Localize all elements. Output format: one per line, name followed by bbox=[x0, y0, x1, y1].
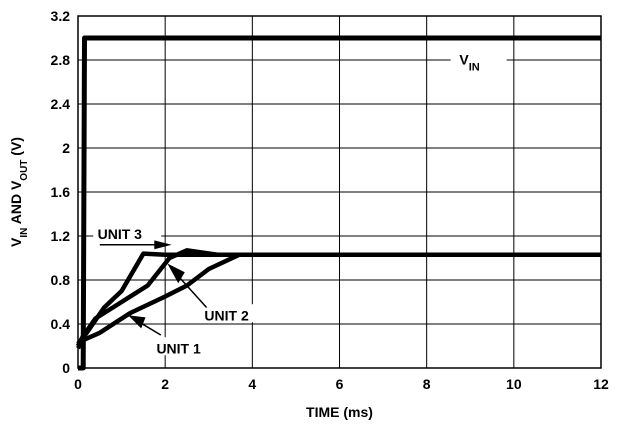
unit3-arrowhead bbox=[154, 240, 172, 250]
y-tick-label: 1.6 bbox=[51, 184, 71, 200]
x-tick-label: 10 bbox=[506, 376, 522, 392]
unit1-label: UNIT 1 bbox=[156, 341, 201, 357]
grid-layer bbox=[78, 16, 601, 368]
vin-label: VIN bbox=[459, 51, 479, 73]
x-tick-label: 2 bbox=[161, 376, 169, 392]
unit3-label-bg bbox=[93, 221, 162, 240]
unit2-label: UNIT 2 bbox=[204, 308, 249, 324]
series-line-1 bbox=[76, 252, 601, 350]
x-tick-label: 4 bbox=[248, 376, 256, 392]
x-tick-label: 8 bbox=[423, 376, 431, 392]
y-tick-label: 0.4 bbox=[51, 316, 71, 332]
y-tick-label: 0.8 bbox=[51, 272, 71, 288]
y-tick-label: 3.2 bbox=[51, 8, 71, 24]
plot-frame bbox=[77, 15, 602, 369]
y-axis-title: VIN AND VOUT (V) bbox=[8, 137, 30, 247]
y-tick-label: 2.4 bbox=[51, 96, 71, 112]
unit1-label-bg bbox=[152, 337, 223, 356]
x-tick-label: 0 bbox=[74, 376, 82, 392]
unit2-arrowhead bbox=[167, 263, 185, 284]
x-tick-labels: 0 2 4 6 8 10 12 bbox=[74, 376, 609, 392]
x-axis-title: TIME (ms) bbox=[306, 404, 373, 420]
unit2-label-bg bbox=[200, 304, 271, 323]
y-tick-labels: 0 0.4 0.8 1.2 1.6 2 2.4 2.8 3.2 bbox=[51, 8, 71, 376]
y-tick-label: 2.8 bbox=[51, 52, 71, 68]
y-tick-label: 1.2 bbox=[51, 228, 71, 244]
vin-label-bg bbox=[450, 49, 507, 75]
annotation-layer: VIN UNIT 3 UNIT 2 UNIT 1 bbox=[93, 49, 507, 357]
x-tick-label: 6 bbox=[336, 376, 344, 392]
unit3-label: UNIT 3 bbox=[98, 226, 143, 242]
unit1-arrowhead bbox=[128, 315, 146, 329]
y-tick-label: 2 bbox=[62, 140, 70, 156]
series-line-3 bbox=[76, 251, 601, 346]
y-tick-label: 0 bbox=[62, 360, 70, 376]
x-tick-label: 12 bbox=[593, 376, 609, 392]
